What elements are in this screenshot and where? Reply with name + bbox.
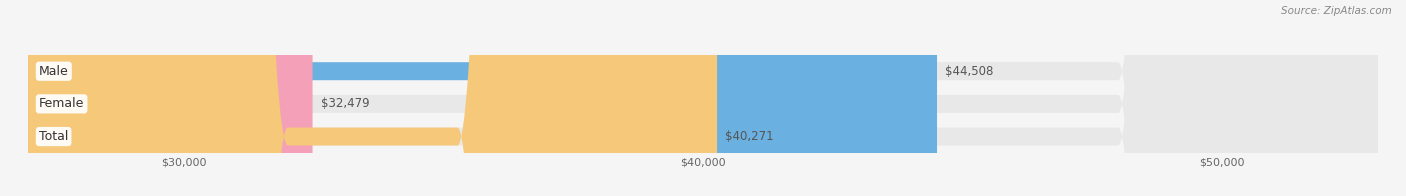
FancyBboxPatch shape [28,0,717,196]
Text: $32,479: $32,479 [321,97,370,110]
FancyBboxPatch shape [28,0,1378,196]
FancyBboxPatch shape [28,0,1378,196]
Text: Source: ZipAtlas.com: Source: ZipAtlas.com [1281,6,1392,16]
FancyBboxPatch shape [28,0,1378,196]
Text: $44,508: $44,508 [945,65,994,78]
FancyBboxPatch shape [28,0,936,196]
Text: Female: Female [39,97,84,110]
FancyBboxPatch shape [28,0,312,196]
Text: Total: Total [39,130,69,143]
Text: $40,271: $40,271 [725,130,773,143]
Text: Male: Male [39,65,69,78]
